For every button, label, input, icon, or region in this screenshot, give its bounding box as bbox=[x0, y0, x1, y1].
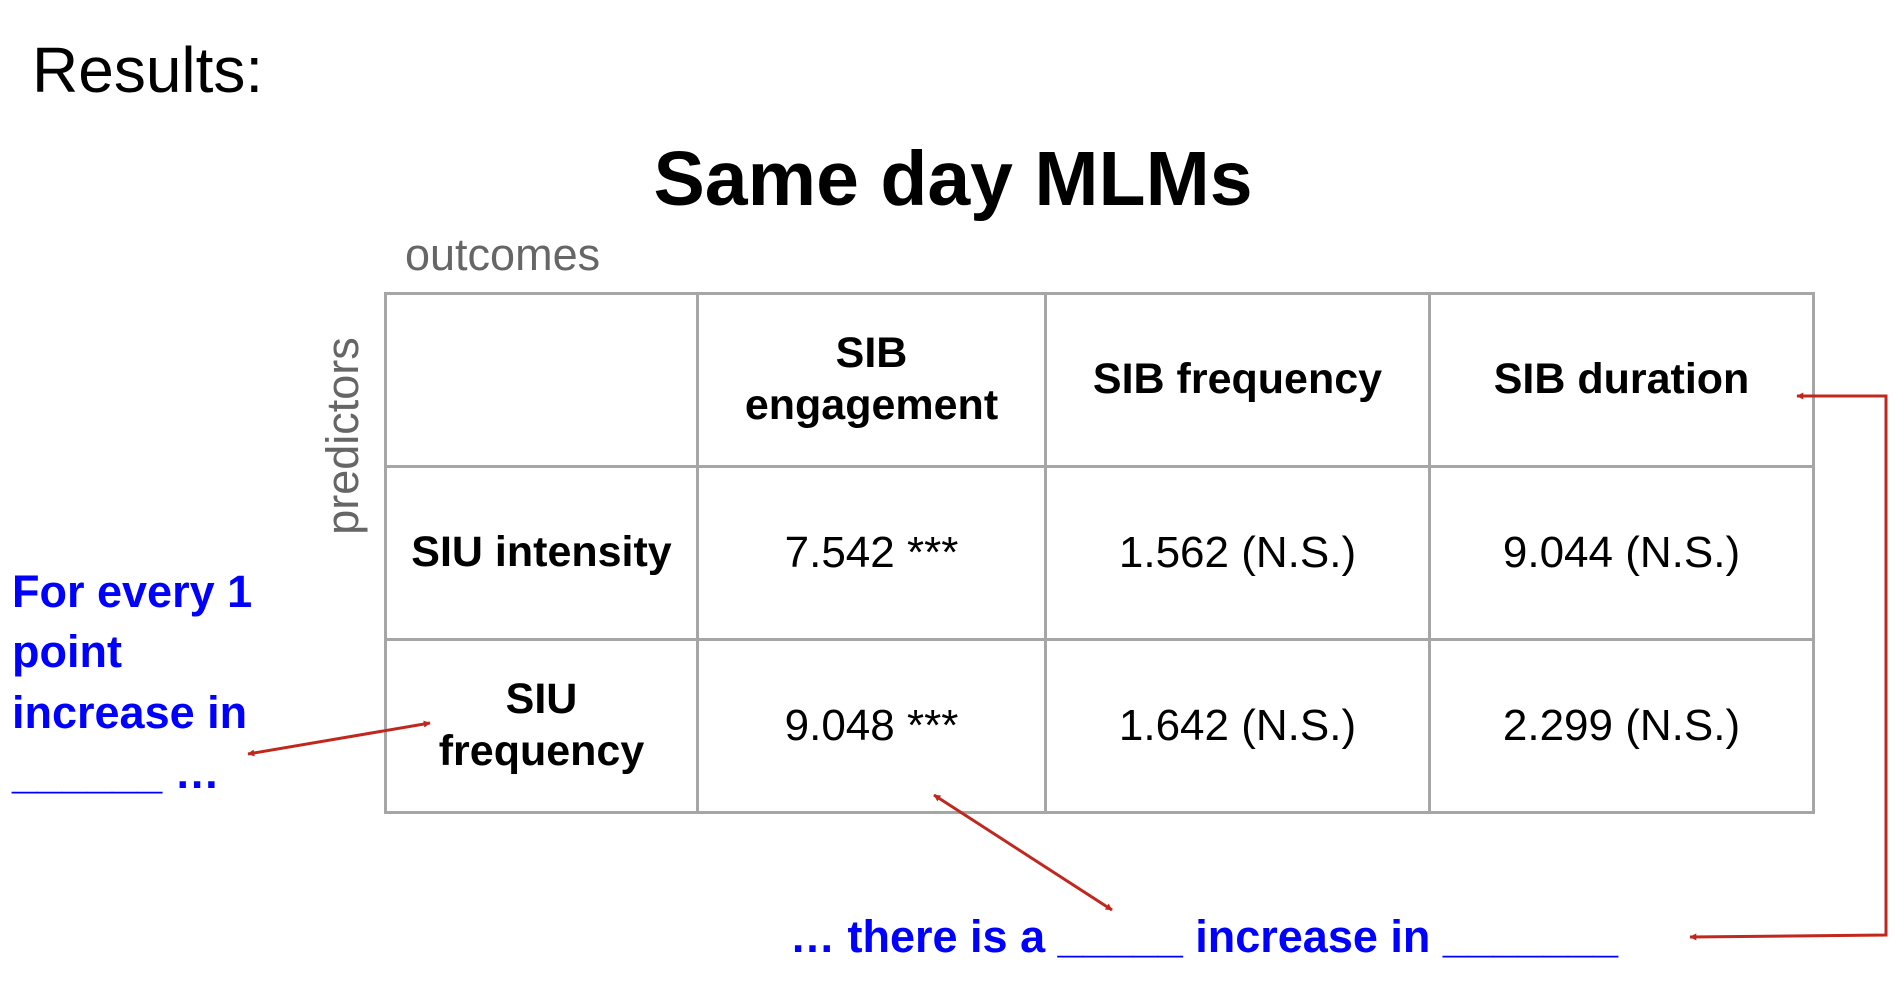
table-header-cell-sib-engagement: SIB engagement bbox=[696, 292, 1047, 468]
results-table: SIB engagement SIB frequency SIB duratio… bbox=[384, 292, 1815, 814]
outcomes-axis-label: outcomes bbox=[405, 229, 601, 280]
table-cell: 9.048 *** bbox=[696, 638, 1047, 814]
table-header-cell-empty bbox=[384, 292, 699, 468]
table-cell: 2.299 (N.S.) bbox=[1428, 638, 1815, 814]
table-cell: 7.542 *** bbox=[696, 465, 1047, 641]
results-heading: Results: bbox=[32, 34, 264, 106]
table-row: SIU frequency 9.048 *** 1.642 (N.S.) 2.2… bbox=[384, 638, 1815, 814]
row-label-siu-intensity: SIU intensity bbox=[384, 465, 699, 641]
table-header-row: SIB engagement SIB frequency SIB duratio… bbox=[384, 292, 1815, 468]
predictors-axis-label-container: predictors bbox=[313, 316, 373, 556]
row-label-siu-frequency: SIU frequency bbox=[384, 638, 699, 814]
table-header-cell-sib-frequency: SIB frequency bbox=[1044, 292, 1431, 468]
table-cell: 1.562 (N.S.) bbox=[1044, 465, 1431, 641]
table-cell: 1.642 (N.S.) bbox=[1044, 638, 1431, 814]
table-cell: 9.044 (N.S.) bbox=[1428, 465, 1815, 641]
left-annotation-note: For every 1 point increase in ______ … bbox=[12, 566, 253, 798]
predictors-axis-label: predictors bbox=[317, 337, 368, 535]
slide-title: Same day MLMs bbox=[653, 136, 1253, 222]
bottom-annotation-note: … there is a _____ increase in _______ bbox=[790, 911, 1619, 962]
table-header-cell-sib-duration: SIB duration bbox=[1428, 292, 1815, 468]
table-row: SIU intensity 7.542 *** 1.562 (N.S.) 9.0… bbox=[384, 465, 1815, 641]
